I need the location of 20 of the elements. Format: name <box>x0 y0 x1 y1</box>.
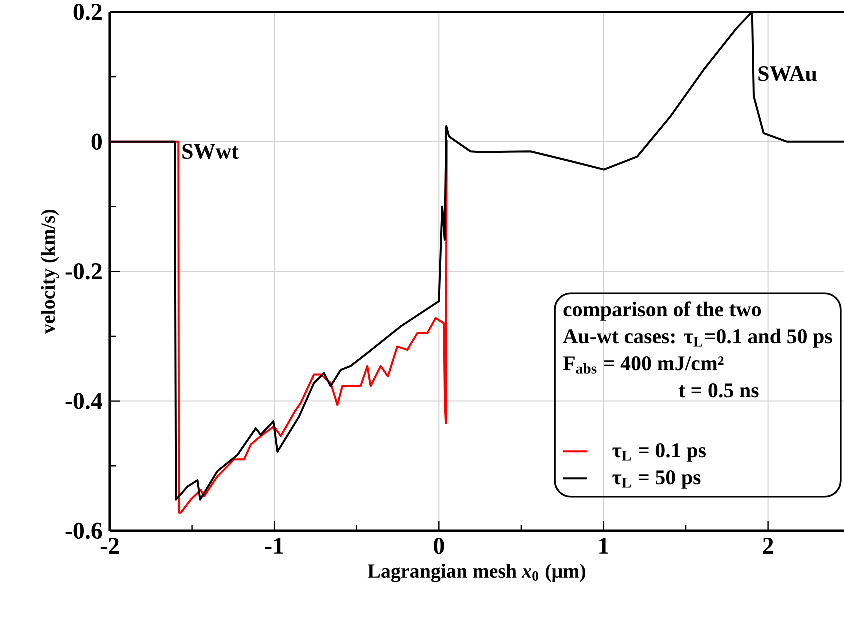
x-tick-label: 2 <box>763 538 774 554</box>
annotation: Au-wt cases: τ$_{L}$=0.1 and 50 ps <box>563 328 832 348</box>
x-axis-title: Lagrangian mesh x$_{0}$ (μm) <box>368 564 586 582</box>
legend-label: τ$_{L}$ = 0.1 ps <box>612 443 706 462</box>
annotation: SWwt <box>182 144 239 160</box>
x-tick-label: -2 <box>100 538 119 554</box>
y-tick-label: 0.2 <box>74 4 102 20</box>
annotation: t = 0.5 ns <box>678 383 759 398</box>
y-tick-label: -0.2 <box>66 263 102 280</box>
y-tick-label: -0.6 <box>66 522 102 540</box>
x-tick-label: 0 <box>434 538 444 554</box>
y-axis-title: velocity (km/s) <box>41 210 60 334</box>
x-tick-label: -1 <box>265 538 284 554</box>
legend-label: τ$_{L}$ = 50 ps <box>612 470 701 489</box>
annotation: comparison of the two <box>564 302 762 321</box>
annotation: SWAu <box>758 66 817 82</box>
y-tick-label: -0.4 <box>66 393 102 410</box>
y-tick-label: 0 <box>92 134 102 150</box>
x-tick-label: 1 <box>600 538 608 554</box>
annotation: F$_{abs}$ = 400 mJ/cm² <box>563 356 724 374</box>
